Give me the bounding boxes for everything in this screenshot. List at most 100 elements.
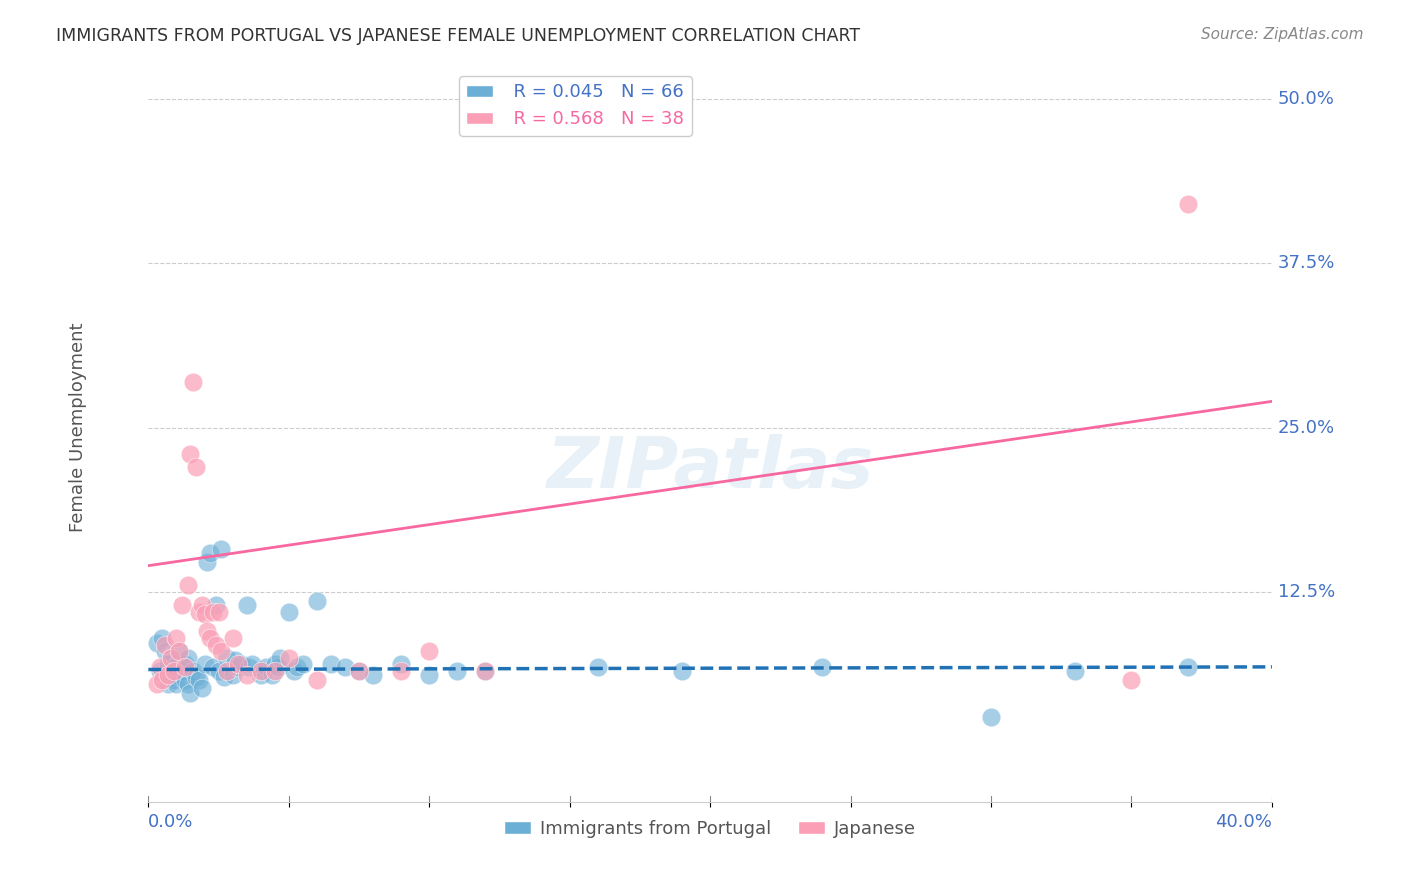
Point <box>811 660 834 674</box>
Point <box>254 660 277 674</box>
Point <box>165 667 187 681</box>
Point <box>215 664 238 678</box>
Point <box>209 541 232 556</box>
Point <box>190 681 212 695</box>
Point <box>207 605 229 619</box>
Point <box>153 644 176 658</box>
Point <box>150 631 173 645</box>
Text: 37.5%: 37.5% <box>1278 254 1334 272</box>
Point <box>173 657 195 672</box>
Text: 50.0%: 50.0% <box>1278 90 1334 108</box>
Point <box>184 460 207 475</box>
Point <box>221 631 243 645</box>
Point <box>179 686 201 700</box>
Point <box>361 667 384 681</box>
Point <box>1177 660 1199 674</box>
Point <box>226 660 249 674</box>
Point <box>181 375 204 389</box>
Point <box>159 650 181 665</box>
Point <box>162 660 184 674</box>
Point <box>235 667 257 681</box>
Text: IMMIGRANTS FROM PORTUGAL VS JAPANESE FEMALE UNEMPLOYMENT CORRELATION CHART: IMMIGRANTS FROM PORTUGAL VS JAPANESE FEM… <box>56 27 860 45</box>
Point <box>187 605 209 619</box>
Point <box>277 650 299 665</box>
Text: 0.0%: 0.0% <box>149 813 194 830</box>
Point <box>260 667 283 681</box>
Point <box>249 667 271 681</box>
Point <box>305 673 328 687</box>
Point <box>153 638 176 652</box>
Point <box>980 710 1002 724</box>
Point <box>226 657 249 672</box>
Point <box>165 677 187 691</box>
Point <box>209 644 232 658</box>
Point <box>195 624 218 639</box>
Point <box>474 664 496 678</box>
Point <box>176 677 198 691</box>
Point <box>167 655 190 669</box>
Point <box>224 653 246 667</box>
Point <box>179 447 201 461</box>
Point <box>156 657 179 672</box>
Point <box>474 664 496 678</box>
Point <box>170 664 193 678</box>
Point <box>162 673 184 687</box>
Text: 12.5%: 12.5% <box>1278 583 1334 601</box>
Point <box>347 664 370 678</box>
Point <box>184 670 207 684</box>
Point <box>187 673 209 687</box>
Point <box>148 660 170 674</box>
Point <box>347 664 370 678</box>
Text: Female Unemployment: Female Unemployment <box>69 323 87 533</box>
Point <box>238 660 260 674</box>
Point <box>181 664 204 678</box>
Point <box>193 657 215 672</box>
Point <box>235 598 257 612</box>
Point <box>195 555 218 569</box>
Point <box>1064 664 1087 678</box>
Point <box>148 664 170 678</box>
Point <box>221 667 243 681</box>
Point <box>146 677 169 691</box>
Point <box>418 667 440 681</box>
Point <box>190 598 212 612</box>
Point <box>173 660 195 674</box>
Point <box>165 631 187 645</box>
Point <box>1121 673 1143 687</box>
Point <box>159 670 181 684</box>
Point <box>156 667 179 681</box>
Text: ZIPatlas: ZIPatlas <box>547 434 873 502</box>
Point <box>389 657 412 672</box>
Point <box>1177 197 1199 211</box>
Text: 40.0%: 40.0% <box>1215 813 1272 830</box>
Point <box>167 644 190 658</box>
Point <box>305 594 328 608</box>
Point <box>263 657 285 672</box>
Point <box>389 664 412 678</box>
Point <box>333 660 356 674</box>
Legend: Immigrants from Portugal, Japanese: Immigrants from Portugal, Japanese <box>496 813 924 846</box>
Point <box>212 670 235 684</box>
Point <box>215 650 238 665</box>
Point <box>176 578 198 592</box>
Point <box>156 677 179 691</box>
Point <box>266 660 288 674</box>
Point <box>249 664 271 678</box>
Point <box>201 660 224 674</box>
Point <box>586 660 609 674</box>
Point <box>204 638 226 652</box>
Point <box>204 598 226 612</box>
Point <box>252 664 274 678</box>
Point <box>198 631 221 645</box>
Point <box>446 664 468 678</box>
Point <box>201 605 224 619</box>
Point <box>229 657 252 672</box>
Point <box>291 657 314 672</box>
Text: 25.0%: 25.0% <box>1278 418 1334 437</box>
Point <box>146 636 169 650</box>
Point <box>170 598 193 612</box>
Point <box>285 660 308 674</box>
Text: Source: ZipAtlas.com: Source: ZipAtlas.com <box>1201 27 1364 42</box>
Point <box>207 664 229 678</box>
Point <box>319 657 342 672</box>
